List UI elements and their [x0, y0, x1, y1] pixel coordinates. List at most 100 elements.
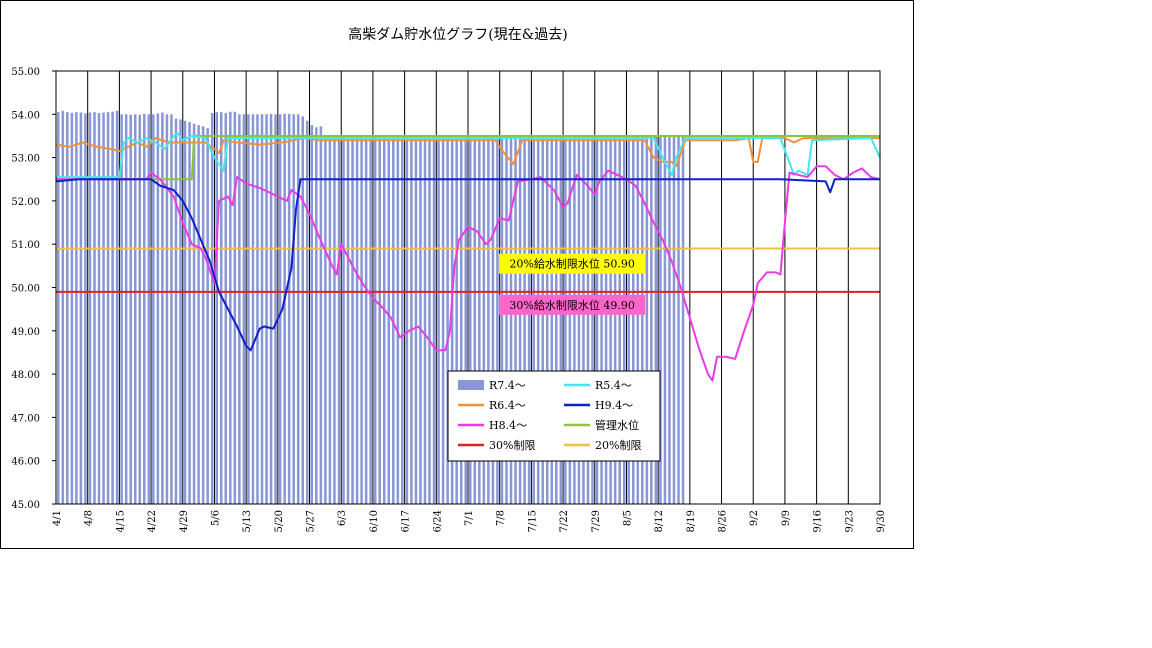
x-tick-label: 8/5 [622, 510, 633, 526]
bar [559, 135, 563, 504]
bar [57, 112, 60, 504]
bar [631, 135, 635, 504]
bar [229, 111, 232, 504]
bar [668, 135, 671, 504]
bar [188, 122, 191, 504]
bar [333, 135, 336, 504]
legend-label: 20%制限 [595, 439, 641, 452]
x-tick-label: 5/20 [274, 510, 285, 532]
bar [609, 135, 612, 504]
bar [677, 135, 680, 504]
x-tick-label: 6/10 [369, 510, 380, 532]
y-tick-label: 48.00 [11, 370, 40, 381]
y-tick-label: 50.00 [11, 284, 40, 295]
x-tick-label: 4/15 [115, 510, 126, 532]
bar [577, 135, 581, 504]
x-tick-label: 5/27 [306, 510, 317, 532]
legend-item: 20%制限 [564, 439, 641, 452]
annotation-background [499, 294, 646, 315]
bar [147, 114, 151, 505]
bar [215, 112, 218, 504]
bar-series [57, 110, 685, 505]
bar [306, 120, 309, 504]
bar [342, 135, 345, 504]
chart-frame: 高柴ダム貯水位グラフ(現在&過去) 45.00 46.00 47.00 48.00 49… [0, 0, 914, 549]
bar [192, 123, 196, 504]
bar [550, 135, 554, 504]
bar [473, 135, 477, 504]
bar [650, 135, 653, 504]
bar [573, 135, 576, 504]
bar [301, 116, 305, 505]
bar [238, 114, 241, 505]
bar [224, 113, 228, 504]
x-tick-label: 9/16 [813, 510, 824, 532]
legend-item: R7.4～ [458, 379, 526, 392]
legend-item: R6.4～ [458, 399, 526, 412]
bar [437, 135, 440, 504]
bar [582, 135, 585, 504]
bar [360, 135, 363, 504]
bar [88, 112, 92, 504]
bar [197, 125, 200, 505]
bar [156, 113, 160, 505]
legend-item: H8.4～ [458, 419, 527, 432]
series-line [56, 165, 881, 382]
legend-label: R6.4～ [489, 399, 526, 412]
bar [455, 135, 458, 504]
x-tick-label: 9/9 [781, 510, 792, 526]
bar [369, 135, 372, 504]
x-tick-label: 7/8 [496, 510, 507, 526]
y-tick-label: 54.00 [11, 110, 40, 121]
x-tick-label: 8/12 [654, 510, 665, 532]
chart-title: 高柴ダム貯水位グラフ(現在&過去) [348, 26, 567, 43]
bar [641, 135, 644, 504]
bar [428, 135, 431, 504]
bar [269, 113, 273, 505]
bar [392, 135, 395, 504]
bar [337, 135, 341, 504]
bar [432, 135, 436, 504]
bar [401, 135, 404, 504]
series-line [55, 178, 880, 352]
bar [165, 114, 169, 505]
bar [61, 110, 65, 504]
bar [138, 114, 142, 504]
bar [66, 112, 69, 504]
bar [545, 135, 549, 504]
x-tick-label: 6/24 [432, 510, 443, 532]
bar [423, 135, 427, 504]
y-tick-label: 46.00 [11, 457, 40, 468]
x-tick-label: 8/19 [686, 510, 697, 532]
annotations: 20%給水制限水位 50.90 30%給水制限水位 49.90 [499, 253, 646, 315]
bar [450, 135, 454, 504]
bar [120, 114, 123, 505]
bar [351, 135, 354, 504]
bar [672, 135, 676, 504]
bar [346, 135, 350, 504]
bar [523, 135, 526, 504]
bar [627, 135, 630, 504]
x-tick-label: 7/29 [591, 510, 602, 532]
bar [478, 135, 481, 504]
x-tick-label: 5/6 [210, 510, 221, 526]
bar [79, 112, 83, 504]
x-tick-label: 4/29 [179, 510, 190, 532]
line-series [55, 132, 881, 382]
bar [505, 135, 508, 504]
x-tick-label: 5/13 [242, 510, 253, 532]
bar [459, 135, 463, 504]
y-tick-label: 47.00 [11, 413, 40, 424]
bar [659, 135, 662, 504]
legend: R7.4～ R5.4～ R6.4～ H9.4～ H8.4～ 管理水位 30%制限 20%制限 [447, 370, 661, 462]
bar [496, 135, 499, 504]
annotation-label: 20%給水制限水位 50.90 [509, 257, 634, 271]
series-line [55, 137, 880, 168]
x-tick-label: 7/22 [559, 510, 570, 532]
legend-label: R7.4～ [489, 379, 526, 392]
x-tick-label: 7/15 [527, 510, 538, 532]
bar [382, 135, 386, 504]
bar [568, 135, 572, 504]
x-tick-label: 4/22 [147, 510, 158, 532]
legend-item: H9.4～ [564, 399, 633, 412]
